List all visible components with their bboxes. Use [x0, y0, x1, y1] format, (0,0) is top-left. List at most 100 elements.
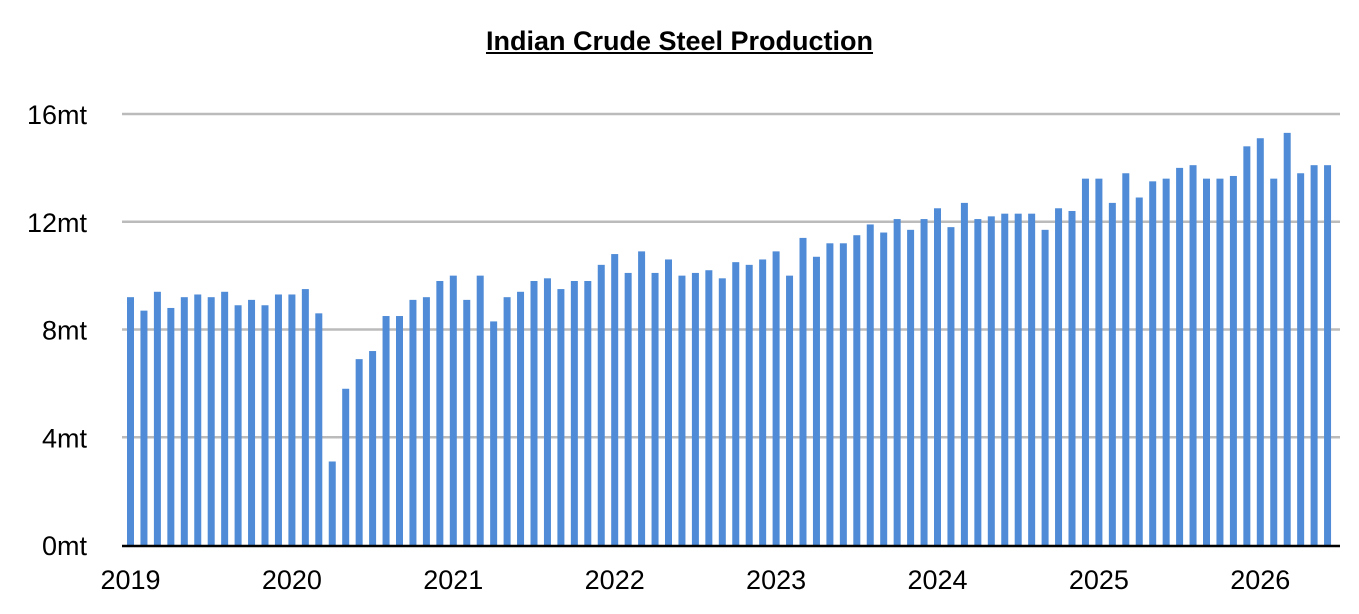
x-tick-label: 2026: [1230, 565, 1290, 595]
bar: [1095, 178, 1103, 545]
bar: [1068, 210, 1076, 545]
bars: [127, 132, 1332, 546]
bar: [893, 219, 901, 545]
bar: [301, 289, 309, 545]
bar: [355, 359, 363, 545]
bar: [530, 281, 538, 545]
y-tick-label: 4mt: [42, 423, 88, 453]
x-tick-label: 2020: [262, 565, 322, 595]
bar: [1324, 165, 1332, 545]
bar: [1122, 173, 1130, 545]
bar: [557, 289, 565, 545]
bar: [1149, 181, 1157, 545]
x-tick-label: 2023: [746, 565, 806, 595]
bar: [786, 275, 794, 546]
bar: [907, 229, 915, 545]
bar: [853, 235, 861, 545]
bar: [947, 227, 955, 545]
bar: [288, 294, 296, 545]
bar: [1229, 175, 1237, 545]
y-tick-label: 8mt: [42, 316, 88, 346]
bar: [436, 281, 444, 545]
bar: [584, 281, 592, 545]
bar: [839, 243, 847, 546]
bar: [880, 232, 888, 545]
bar: [1176, 167, 1184, 546]
x-tick-label: 2024: [907, 565, 967, 595]
bar: [732, 262, 740, 545]
bar: [140, 310, 148, 545]
bar: [1270, 178, 1278, 545]
bar: [449, 275, 457, 546]
bar: [678, 275, 686, 546]
bar: [638, 251, 646, 545]
bar: [1297, 173, 1305, 545]
bar: [772, 251, 780, 545]
bar: [153, 291, 161, 545]
y-tick-label: 12mt: [27, 208, 88, 238]
y-tick-label: 16mt: [27, 100, 88, 130]
bar: [866, 224, 874, 545]
bar: [234, 305, 242, 545]
bar: [799, 237, 807, 545]
bar: [248, 299, 256, 545]
bar: [1055, 208, 1063, 545]
bar: [1041, 229, 1049, 545]
bar: [570, 281, 578, 545]
bar: [812, 256, 820, 545]
x-tick-label: 2025: [1069, 565, 1129, 595]
bar: [369, 351, 377, 545]
bar: [718, 278, 726, 545]
bar: [543, 278, 551, 545]
bar: [934, 208, 941, 545]
bar: [261, 305, 269, 545]
bar: [611, 254, 619, 545]
bar: [167, 307, 175, 545]
bar: [1283, 132, 1291, 546]
y-tick-label: 0mt: [42, 531, 88, 561]
bar: [1081, 178, 1089, 545]
bar: [503, 297, 511, 545]
x-tick-label: 2019: [100, 565, 160, 595]
bar: [826, 243, 834, 546]
bar: [1256, 138, 1264, 546]
y-axis-ticks: 0mt 4mt 8mt 12mt 16mt: [27, 100, 88, 561]
bar: [490, 321, 498, 545]
bar: [180, 297, 188, 545]
bar: [597, 264, 605, 545]
chart-title: Indian Crude Steel Production: [485, 26, 874, 56]
bar: [221, 291, 229, 545]
bar: [1243, 146, 1251, 545]
bar: [328, 461, 336, 545]
bar: [463, 299, 471, 545]
bar: [987, 216, 995, 546]
bar: [274, 294, 282, 545]
bar: [1216, 178, 1224, 545]
bar: [422, 297, 430, 545]
bar: [920, 219, 928, 545]
bar: [624, 272, 632, 545]
bar: [1189, 165, 1197, 545]
x-tick-label: 2021: [423, 565, 483, 595]
bar: [194, 294, 202, 545]
bar: [382, 316, 390, 545]
bar: [207, 297, 215, 545]
bar: [409, 299, 417, 545]
bar: [1028, 213, 1036, 546]
bar: [960, 202, 968, 545]
bar: [745, 264, 753, 545]
bar: [1001, 213, 1009, 546]
bar: [1162, 178, 1170, 545]
bar: [691, 272, 699, 545]
x-tick-label: 2022: [585, 565, 645, 595]
bar: [1203, 178, 1210, 545]
bar: [1108, 202, 1116, 545]
bar: [127, 297, 134, 545]
bar: [1310, 165, 1318, 545]
bar: [315, 313, 323, 545]
bar: [1135, 197, 1143, 545]
bar: [665, 259, 672, 545]
bar: [705, 270, 713, 545]
bar: [1014, 213, 1022, 546]
